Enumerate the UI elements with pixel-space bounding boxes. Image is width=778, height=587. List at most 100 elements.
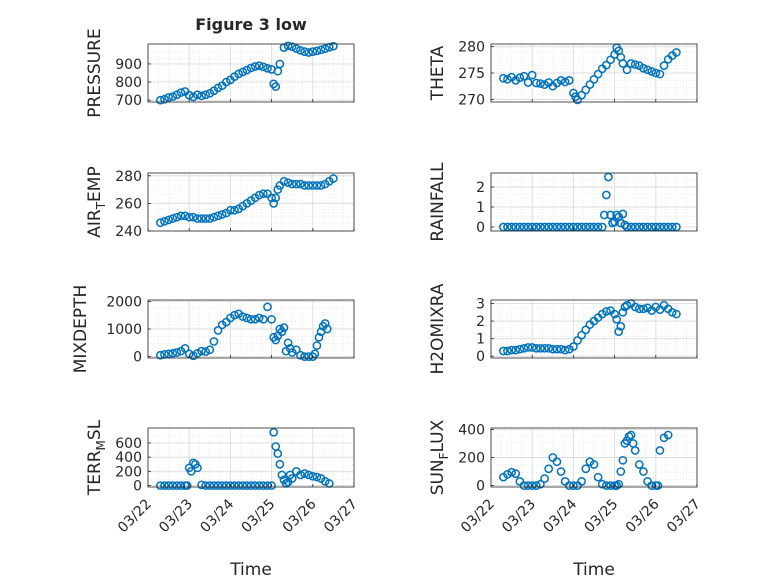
data-point [304,181,314,190]
y-tick-label: 0 [476,220,485,236]
data-point [193,463,202,473]
data-point [269,199,279,208]
data-point [234,481,243,490]
data-point [599,210,609,220]
data-point [279,323,289,332]
data-point [285,343,295,353]
data-point [267,481,276,490]
data-point [296,45,305,55]
y-tick-label: 600 [115,436,142,452]
data-point [540,343,549,353]
data-point [314,332,324,342]
y-tick-label: 260 [115,196,142,212]
figure-title: Figure 3 low [195,15,307,34]
data-point [634,304,644,314]
data-point [254,61,264,71]
data-point [287,42,297,52]
data-point [507,222,516,232]
data-point [322,324,332,334]
data-point [624,432,634,441]
data-point [283,338,293,348]
y-tick-label: 275 [458,66,485,82]
data-point [296,470,305,480]
data-point [531,222,541,232]
data-point [511,345,521,355]
data-point [164,481,173,490]
data-point [259,189,268,199]
data-point [259,481,268,490]
data-point [275,59,285,69]
series-markers [499,43,681,105]
data-point [213,211,223,221]
x-tick-label: 03/27 [321,496,361,536]
data-point [672,309,681,319]
x-tick-label: 03/24 [540,496,580,536]
data-point [213,326,223,335]
axes-box [147,172,355,232]
data-point [564,222,574,232]
data-point [164,349,173,359]
data-point [271,193,281,203]
data-point [205,214,215,223]
data-point [626,430,636,440]
data-point [226,205,235,215]
series-markers [499,299,681,356]
x-axis-label-right: Time [572,560,615,580]
data-point [172,90,182,100]
data-point [626,222,636,232]
y-axis-label: MIXDEPTH [71,285,91,374]
data-point [622,65,632,75]
data-point [552,457,562,467]
data-point [197,480,206,490]
data-point [250,314,260,324]
y-tick-label: 2 [476,180,485,196]
subplot-grid: 700 800 900 PRESSURE 270 275 280 THETA 240 260 280… [71,28,704,536]
data-point [519,343,529,353]
data-point [536,479,545,489]
data-point [273,185,283,194]
data-point [531,343,541,353]
y-tick-label: 0 [476,479,485,495]
data-point [246,63,256,73]
data-point [653,481,663,490]
data-point [312,181,322,190]
data-point [209,212,219,222]
data-point [556,222,566,232]
data-point [230,310,239,320]
data-point [291,179,301,189]
data-point [622,300,632,310]
data-point [569,342,578,351]
data-point [573,222,582,232]
y-tick-label: 280 [115,169,142,185]
x-tick-label: 03/23 [499,496,539,536]
x-tick-label: 03/22 [115,496,155,536]
data-point [527,481,537,490]
data-point [569,481,578,490]
data-point [593,222,603,232]
data-point [242,65,252,75]
data-point [672,48,681,57]
data-point [300,47,309,56]
data-point [160,216,169,226]
data-point [548,344,558,354]
data-point [647,222,657,232]
x-tick-label: 03/25 [239,496,279,536]
data-point [246,481,256,490]
data-point [606,210,615,220]
data-point [499,222,508,232]
axes-box [490,299,698,359]
data-point [612,314,622,324]
data-point [238,481,248,490]
data-point [630,446,640,455]
data-point [614,479,624,489]
data-point [593,472,603,482]
data-point [164,93,173,102]
data-point [238,67,248,77]
data-point [329,41,338,51]
data-point [536,79,545,88]
data-point [540,474,549,483]
x-tick-label: 03/24 [197,496,237,536]
data-point [287,474,297,483]
